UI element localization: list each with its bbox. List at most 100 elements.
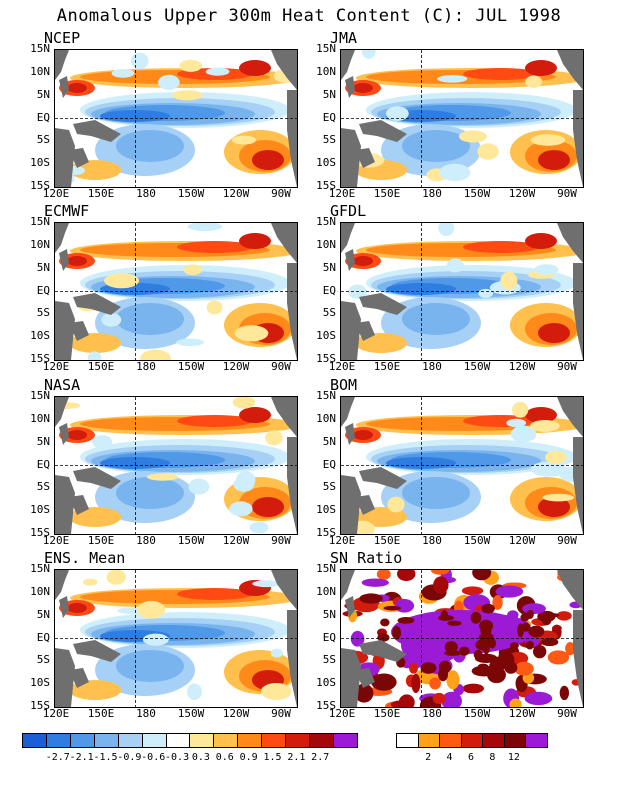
colorbar-swatch: [526, 734, 548, 747]
lon-tick-label: 120W: [222, 707, 250, 720]
lat-tick-label: 5N: [322, 260, 336, 274]
lat-tick-label: EQ: [322, 110, 336, 124]
colorbar-swatch: [483, 734, 505, 747]
snr-colorbar: [396, 733, 548, 748]
lat-tick-label: 10S: [316, 676, 336, 690]
colorbar-swatch: [190, 734, 215, 747]
colorbar-swatch: [214, 734, 239, 747]
lat-tick-label: EQ: [322, 457, 336, 471]
lon-tick-label: 150W: [463, 360, 491, 373]
lat-tick-label: 5S: [322, 480, 336, 494]
lon-tick-label: 150E: [373, 187, 401, 200]
lat-tick-label: 15N: [30, 389, 50, 402]
map-panel-ens-mean: [54, 569, 298, 708]
colorbar-swatch: [118, 734, 143, 747]
colorbar-tick-label: -1.5: [93, 752, 118, 763]
lon-tick-label: 120W: [508, 187, 536, 200]
colorbar-swatch: [262, 734, 287, 747]
map-panel-jma: [340, 49, 584, 188]
lon-tick-label: 120E: [328, 187, 356, 200]
lon-tick-label: 150W: [177, 360, 205, 373]
map-panel-sn-ratio: [340, 569, 584, 708]
lon-tick-label: 120W: [508, 360, 536, 373]
lat-tick-label: EQ: [322, 630, 336, 644]
lat-tick-label: 15N: [316, 215, 336, 228]
lat-tick-label: EQ: [36, 630, 50, 644]
lon-tick-label: 150W: [177, 187, 205, 200]
panel-title-ens-mean: ENS. Mean: [44, 549, 126, 567]
lat-tick-label: 5S: [36, 480, 50, 494]
lon-tick-label: 150W: [463, 187, 491, 200]
lat-tick-label: 15S: [30, 699, 50, 712]
map-panel-ncep: [54, 49, 298, 188]
lon-tick-label: 150W: [177, 707, 205, 720]
colorbar-swatch: [46, 734, 71, 747]
lat-tick-label: EQ: [36, 283, 50, 297]
lat-tick-label: 5N: [322, 607, 336, 621]
lon-tick-label: 90W: [271, 534, 291, 547]
lon-tick-label: 120E: [328, 707, 356, 720]
lat-tick-label: 10S: [30, 329, 50, 343]
colorbar-tick-label: 2: [425, 752, 432, 763]
colorbar-tick-label: 2.1: [287, 752, 306, 763]
lat-tick-label: 10N: [30, 237, 50, 251]
colorbar-tick-label: 4: [446, 752, 453, 763]
colorbar-tick-label: 0.9: [239, 752, 258, 763]
lon-tick-label: 180: [422, 187, 442, 200]
lon-tick-label: 120W: [508, 707, 536, 720]
colorbar-tick-label: 0.3: [191, 752, 210, 763]
lon-tick-label: 150E: [87, 187, 115, 200]
lat-tick-label: 15S: [316, 699, 336, 712]
lon-tick-label: 150E: [373, 707, 401, 720]
lat-tick-label: 10N: [30, 584, 50, 598]
lat-tick-label: 15S: [316, 179, 336, 192]
lat-tick-label: 5S: [36, 133, 50, 147]
colorbar-swatch: [440, 734, 462, 747]
lon-tick-label: 180: [136, 187, 156, 200]
colorbar-swatch: [142, 734, 167, 747]
panel-title-jma: JMA: [330, 29, 358, 47]
colorbar-tick-label: -0.3: [165, 752, 190, 763]
lat-tick-label: 10S: [316, 329, 336, 343]
lat-tick-label: 5N: [322, 87, 336, 101]
lat-tick-label: 5S: [36, 306, 50, 320]
lon-tick-label: 120E: [328, 534, 356, 547]
lon-tick-label: 90W: [557, 534, 577, 547]
lon-tick-label: 180: [422, 534, 442, 547]
lat-tick-label: EQ: [322, 283, 336, 297]
lat-tick-label: 10N: [316, 584, 336, 598]
lat-tick-label: 10N: [316, 64, 336, 78]
lon-tick-label: 120W: [222, 187, 250, 200]
map-panel-nasa: [54, 396, 298, 535]
lat-tick-label: 10S: [316, 156, 336, 170]
lon-tick-label: 150W: [463, 707, 491, 720]
lat-tick-label: 15N: [30, 215, 50, 228]
lat-tick-label: 10S: [30, 156, 50, 170]
lat-tick-label: 15S: [30, 526, 50, 539]
map-panel-gfdl: [340, 222, 584, 361]
lon-tick-label: 180: [136, 534, 156, 547]
lon-tick-label: 120E: [42, 360, 70, 373]
lon-tick-label: 180: [422, 707, 442, 720]
colorbar-swatch: [23, 734, 47, 747]
panel-title-bom: BOM: [330, 376, 358, 394]
lat-tick-label: 15S: [30, 179, 50, 192]
map-panel-bom: [340, 396, 584, 535]
lon-tick-label: 150E: [87, 360, 115, 373]
lon-tick-label: 180: [136, 360, 156, 373]
lat-tick-label: 5S: [322, 653, 336, 667]
panel-title-ecmwf: ECMWF: [44, 202, 90, 220]
panel-title-gfdl: GFDL: [330, 202, 367, 220]
lon-tick-label: 180: [422, 360, 442, 373]
lat-tick-label: 5N: [36, 607, 50, 621]
panel-title-nasa: NASA: [44, 376, 81, 394]
lat-tick-label: 5S: [36, 653, 50, 667]
lat-tick-label: 10N: [30, 411, 50, 425]
lon-tick-label: 90W: [271, 187, 291, 200]
lat-tick-label: 5S: [322, 133, 336, 147]
map-panel-ecmwf: [54, 222, 298, 361]
lat-tick-label: 15N: [316, 42, 336, 55]
lat-tick-label: 15S: [30, 352, 50, 365]
colorbar-swatch: [418, 734, 441, 747]
colorbar-swatch: [397, 734, 419, 747]
